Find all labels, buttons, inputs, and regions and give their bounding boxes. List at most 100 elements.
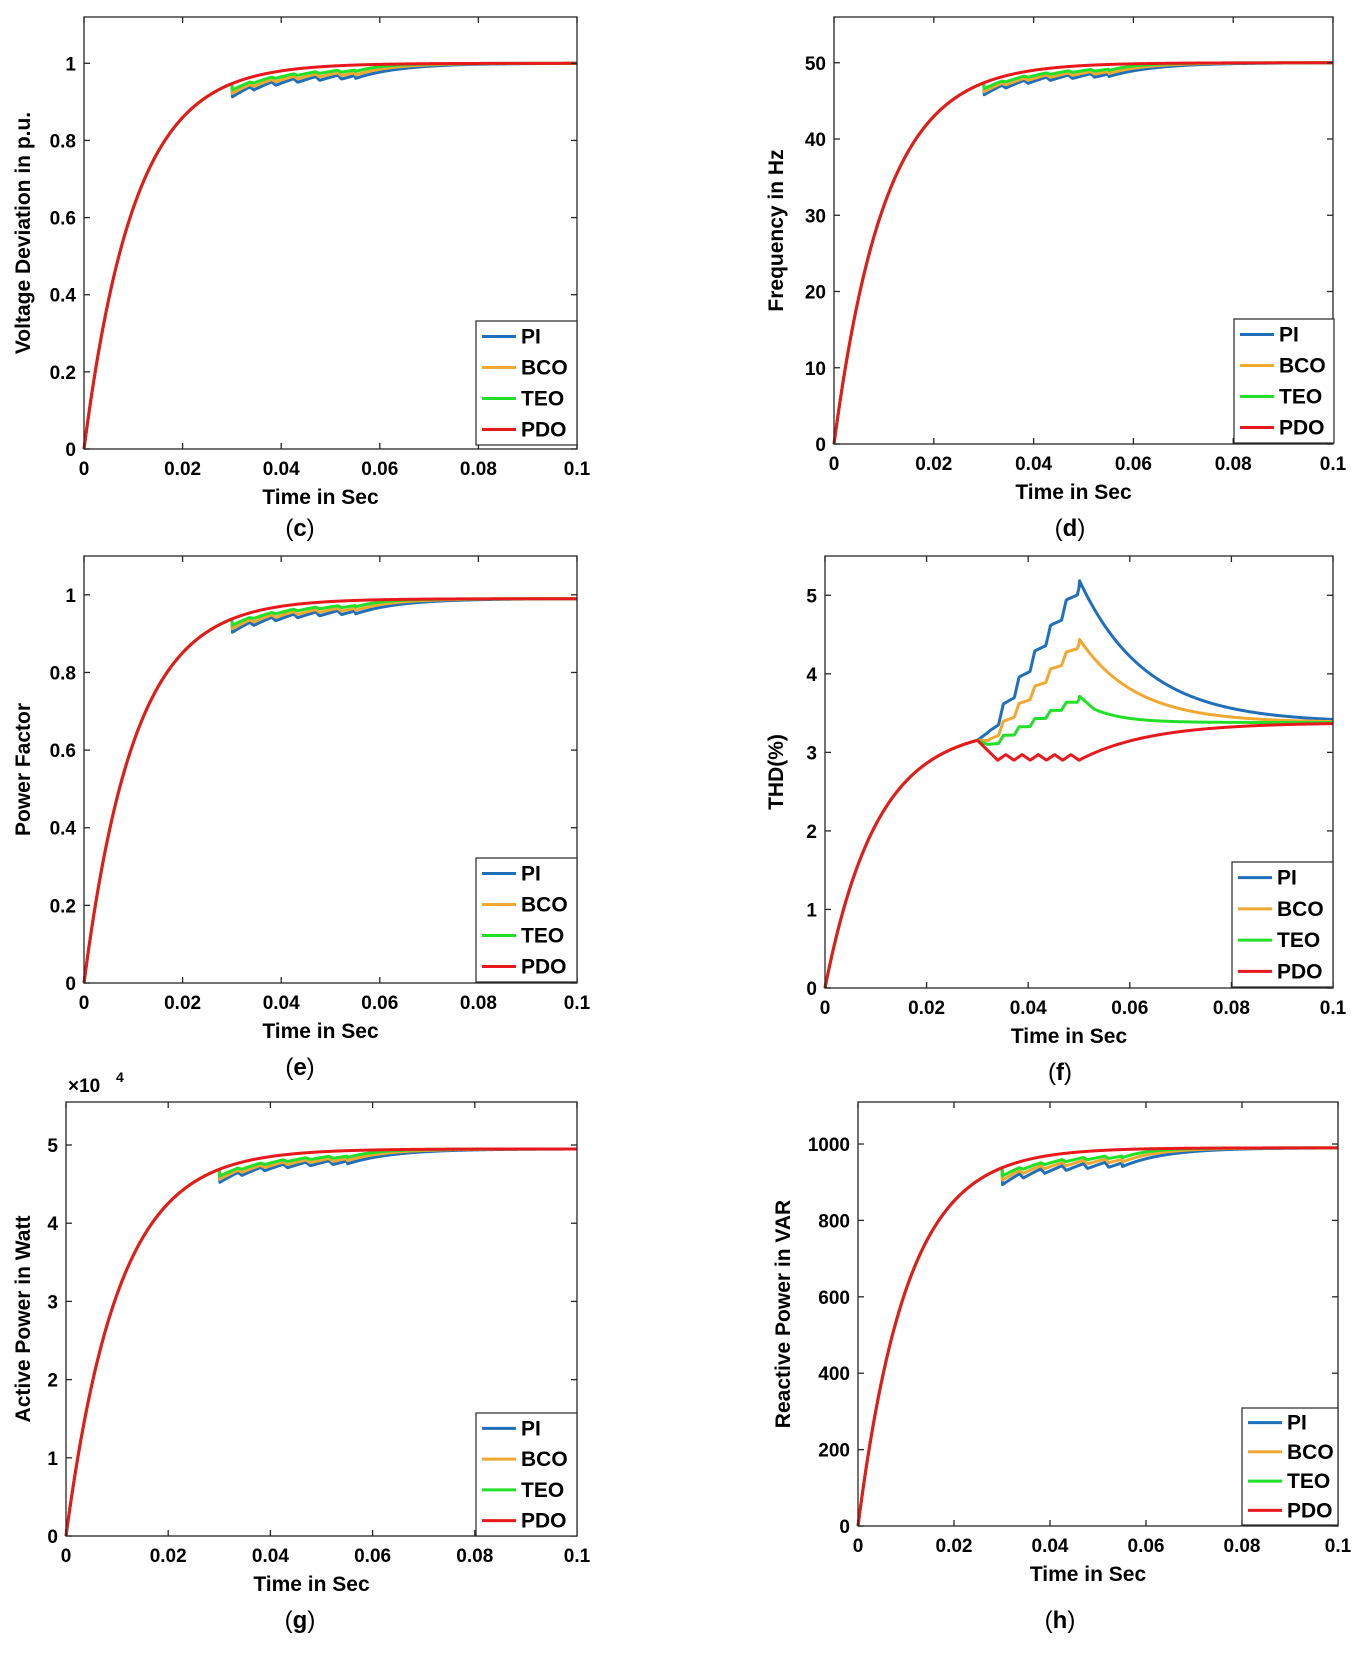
chart-panel-g: 0 0.02 0.04 0.06 0.08 0.1 0 1 2 3 4 5 Time in Sec Act…	[12, 1069, 591, 1634]
x-axis-label: Time in Sec	[262, 1020, 379, 1043]
y-axis-label: THD(%)	[765, 734, 788, 810]
x-tick-label: 0.1	[1325, 1536, 1352, 1557]
y-tick-label: 0.4	[50, 819, 77, 840]
panel-caption: (h)	[1045, 1607, 1076, 1634]
y-tick-label: 400	[818, 1364, 850, 1385]
chart-panel-d: 0 0.02 0.04 0.06 0.08 0.1 0 10 20 30 40 50 Time in S…	[765, 16, 1347, 542]
plot-frame	[857, 1101, 1339, 1527]
y-tick-label: 2	[47, 1371, 58, 1392]
y-tick-label: 0.2	[50, 896, 76, 917]
y-tick-label: 1	[47, 1449, 58, 1470]
legend-box	[475, 1412, 578, 1537]
legend: PI BCO TEO PDO	[1241, 1407, 1339, 1526]
y-tick-label: 0.4	[50, 286, 77, 307]
y-tick-label: 0	[815, 435, 826, 456]
y-tick-label: 0.8	[50, 131, 76, 152]
y-axis-label: Frequency in Hz	[765, 149, 788, 311]
x-axis-label: Time in Sec	[253, 1573, 370, 1596]
y-tick-label: 800	[818, 1211, 850, 1232]
y-tick-label: 0	[65, 440, 76, 461]
legend: PI BCO TEO PDO	[475, 320, 578, 446]
plot-frame	[65, 1101, 578, 1537]
chart-panel-e: 0 0.02 0.04 0.06 0.08 0.1 0 0.2 0.4 0.6 0.8 1 Time i…	[12, 555, 591, 1081]
y-tick-label: 50	[805, 54, 826, 75]
legend-label-teo: TEO	[1279, 386, 1322, 409]
legend-label-teo: TEO	[521, 1479, 564, 1502]
legend-label-pi: PI	[1279, 324, 1299, 347]
legend-label-teo: TEO	[521, 388, 564, 411]
legend-label-bco: BCO	[1287, 1441, 1334, 1464]
x-tick-label: 0.04	[263, 459, 300, 480]
legend-label-pdo: PDO	[1279, 417, 1325, 440]
panel-caption: (g)	[285, 1607, 316, 1634]
y-tick-label: 1000	[808, 1135, 850, 1156]
x-tick-label: 0.08	[1224, 1536, 1261, 1557]
x-tick-label: 0.1	[564, 1546, 591, 1567]
x-tick-label: 0.06	[361, 993, 398, 1014]
legend-box	[1241, 1407, 1339, 1526]
x-tick-label: 0.1	[564, 993, 591, 1014]
y-tick-label: 20	[805, 283, 826, 304]
x-tick-label: 0.02	[915, 454, 952, 475]
x-tick-label: 0.02	[150, 1546, 187, 1567]
x-tick-label: 0.1	[1320, 998, 1347, 1019]
plot-frame	[83, 16, 578, 450]
y-tick-label: 1	[65, 586, 76, 607]
x-axis-label: Time in Sec	[1030, 1563, 1147, 1586]
x-tick-label: 0.04	[1015, 454, 1052, 475]
series-line-pdo	[856, 1146, 1339, 1527]
y-tick-label: 40	[805, 130, 826, 151]
x-tick-label: 0.02	[908, 998, 945, 1019]
y-tick-label: 5	[47, 1136, 58, 1157]
x-tick-label: 0.06	[354, 1546, 391, 1567]
legend-box	[1231, 861, 1334, 988]
y-tick-label: 0	[839, 1517, 850, 1538]
series-line-pdo	[832, 61, 1334, 445]
y-tick-label: 2	[806, 822, 817, 843]
y-tick-label: 600	[818, 1288, 850, 1309]
plot-frame	[824, 555, 1334, 989]
x-tick-label: 0	[820, 998, 831, 1019]
legend-label-pi: PI	[521, 1417, 541, 1440]
legend-label-bco: BCO	[1279, 355, 1326, 378]
legend-label-pdo: PDO	[521, 419, 567, 442]
legend: PI BCO TEO PDO	[475, 857, 578, 983]
x-tick-label: 0.08	[1213, 998, 1250, 1019]
legend-label-teo: TEO	[521, 925, 564, 948]
y-axis-label: Power Factor	[12, 703, 35, 836]
legend-label-pi: PI	[521, 863, 541, 886]
series-line-pdo	[82, 597, 578, 984]
y-tick-label: 0	[47, 1527, 58, 1548]
x-tick-label: 0.04	[263, 993, 300, 1014]
legend-label-pdo: PDO	[1277, 960, 1323, 983]
x-tick-label: 0.08	[460, 993, 497, 1014]
y-tick-label: 200	[818, 1441, 850, 1462]
series-line-pdo	[823, 722, 1334, 989]
y-tick-label: 1	[65, 54, 76, 75]
series-line-pdo	[64, 1147, 578, 1537]
x-axis-label: Time in Sec	[262, 486, 379, 509]
x-tick-label: 0	[79, 993, 90, 1014]
x-tick-label: 0.06	[361, 459, 398, 480]
legend: PI BCO TEO PDO	[1233, 318, 1335, 444]
legend-label-bco: BCO	[521, 1448, 568, 1471]
y-tick-label: 10	[805, 359, 826, 380]
x-tick-label: 0.02	[164, 459, 201, 480]
chart-panel-h: 0 0.02 0.04 0.06 0.08 0.1 0 200 400 600 800 1000 Tim…	[772, 1101, 1352, 1634]
legend-label-pi: PI	[1277, 867, 1297, 890]
x-tick-label: 0	[853, 1536, 864, 1557]
x-tick-label: 0.04	[252, 1546, 289, 1567]
series-line-pdo	[82, 61, 578, 450]
legend-label-teo: TEO	[1277, 929, 1320, 952]
legend: PI BCO TEO PDO	[475, 1412, 578, 1537]
legend-label-pi: PI	[1287, 1412, 1307, 1435]
y-exponent-power: 4	[116, 1069, 124, 1085]
panel-caption: (f)	[1048, 1059, 1072, 1086]
x-tick-label: 0.06	[1128, 1536, 1165, 1557]
x-axis-label: Time in Sec	[1011, 1025, 1128, 1048]
legend-label-pi: PI	[521, 326, 541, 349]
x-axis-label: Time in Sec	[1015, 481, 1132, 504]
y-tick-label: 0	[806, 979, 817, 1000]
x-tick-label: 0.06	[1115, 454, 1152, 475]
